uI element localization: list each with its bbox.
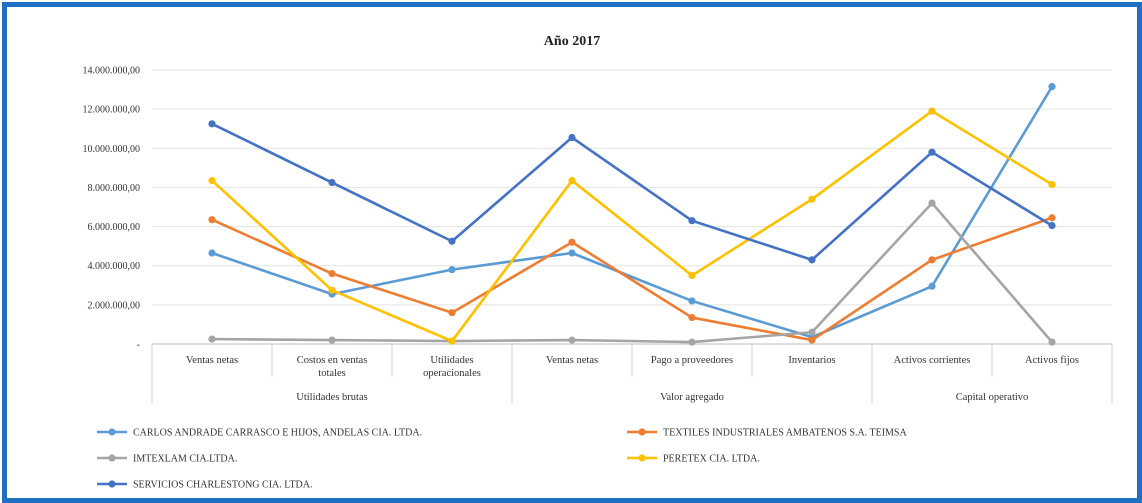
data-point xyxy=(568,133,576,142)
data-point xyxy=(688,297,696,305)
chart-title: Año 2017 xyxy=(544,34,600,49)
y-tick-label: - xyxy=(137,340,140,351)
legend-label: CARLOS ANDRADE CARRASCO E HIJOS, ANDELAS… xyxy=(133,428,422,439)
legend: CARLOS ANDRADE CARRASCO E HIJOS, ANDELAS… xyxy=(97,428,907,491)
y-tick-label: 12.000.000,00 xyxy=(83,105,141,116)
legend-label: TEXTILES INDUSTRIALES AMBATENOS S.A. TEI… xyxy=(663,428,907,439)
data-point xyxy=(328,269,336,278)
data-point xyxy=(928,148,936,156)
data-point xyxy=(808,328,816,336)
data-point xyxy=(208,120,216,128)
series-line xyxy=(211,122,1053,262)
series-lines xyxy=(208,83,1056,346)
axes: - 2.000.000,00 4.000.000,00 6.000.000,00 8.0… xyxy=(83,66,1113,404)
data-point xyxy=(208,176,216,185)
x-tick-label: Inventarios xyxy=(788,355,835,366)
series-line xyxy=(211,85,1054,339)
data-point xyxy=(568,249,576,257)
gridlines xyxy=(152,69,1112,345)
x-tick-label: Pago a proveedores xyxy=(651,355,733,366)
data-point xyxy=(208,249,216,257)
legend-marker xyxy=(638,428,646,436)
series-line xyxy=(211,109,1053,343)
x-tick-label: Activos corrientes xyxy=(894,355,971,366)
data-point xyxy=(688,217,696,225)
x-tick-label: Ventas netas xyxy=(546,355,598,366)
series-line xyxy=(211,201,1053,344)
data-point xyxy=(328,336,336,344)
legend-label: IMTEXLAM CIA.LTDA. xyxy=(133,454,237,465)
data-point xyxy=(688,338,696,346)
x-tick-label: Utilidades operacionales xyxy=(423,355,481,379)
legend-item: PERETEX CIA. LTDA. xyxy=(627,454,760,465)
legend-label: SERVICIOS CHARLESTONG CIA. LTDA. xyxy=(133,480,313,491)
data-point xyxy=(808,195,816,203)
x-tick-label: Ventas netas xyxy=(186,355,238,366)
legend-label: PERETEX CIA. LTDA. xyxy=(663,454,760,465)
x-group-label: Utilidades brutas xyxy=(296,392,367,403)
data-point xyxy=(1048,214,1056,222)
data-point xyxy=(1048,83,1056,91)
legend-marker xyxy=(638,454,646,462)
data-point xyxy=(1048,180,1056,189)
data-point xyxy=(448,337,456,345)
legend-marker xyxy=(108,454,116,462)
data-point xyxy=(448,237,456,245)
y-tick-label: 4.000.000,00 xyxy=(88,261,141,272)
x-tick-label: Costos en ventas totales xyxy=(297,355,368,379)
data-point xyxy=(568,336,576,344)
legend-item: TEXTILES INDUSTRIALES AMBATENOS S.A. TEI… xyxy=(627,428,907,439)
y-tick-label: 6.000.000,00 xyxy=(88,222,141,233)
x-group-label: Capital operativo xyxy=(956,392,1029,403)
data-point xyxy=(328,178,336,187)
data-point xyxy=(928,107,936,115)
y-tick-label: 2.000.000,00 xyxy=(88,300,141,311)
legend-item: IMTEXLAM CIA.LTDA. xyxy=(97,454,237,465)
data-point xyxy=(1048,338,1056,346)
legend-item: CARLOS ANDRADE CARRASCO E HIJOS, ANDELAS… xyxy=(97,428,422,439)
y-tick-label: 8.000.000,00 xyxy=(88,183,141,194)
data-point xyxy=(328,286,336,294)
data-point xyxy=(928,199,936,207)
data-point xyxy=(808,256,816,264)
data-point xyxy=(928,256,936,264)
data-point xyxy=(688,271,696,280)
data-point xyxy=(208,216,216,224)
data-point xyxy=(208,335,216,343)
x-group-label: Valor agregado xyxy=(660,392,724,403)
data-point xyxy=(688,313,696,322)
data-point xyxy=(448,266,456,274)
y-tick-label: 14.000.000,00 xyxy=(83,66,141,77)
data-point xyxy=(448,309,456,317)
data-point xyxy=(808,336,816,344)
series-line xyxy=(211,216,1053,342)
legend-marker xyxy=(108,480,116,488)
data-point xyxy=(928,282,936,290)
data-point xyxy=(568,238,576,246)
data-point xyxy=(568,176,576,185)
x-tick-label: Activos fijos xyxy=(1025,355,1079,366)
y-tick-label: 10.000.000,00 xyxy=(83,144,141,155)
line-chart: Año 2017 - 2.000.000,00 4.000.000,00 6.000.… xyxy=(83,34,1113,491)
legend-item: SERVICIOS CHARLESTONG CIA. LTDA. xyxy=(97,480,313,491)
legend-marker xyxy=(108,428,116,436)
data-point xyxy=(1048,221,1056,230)
